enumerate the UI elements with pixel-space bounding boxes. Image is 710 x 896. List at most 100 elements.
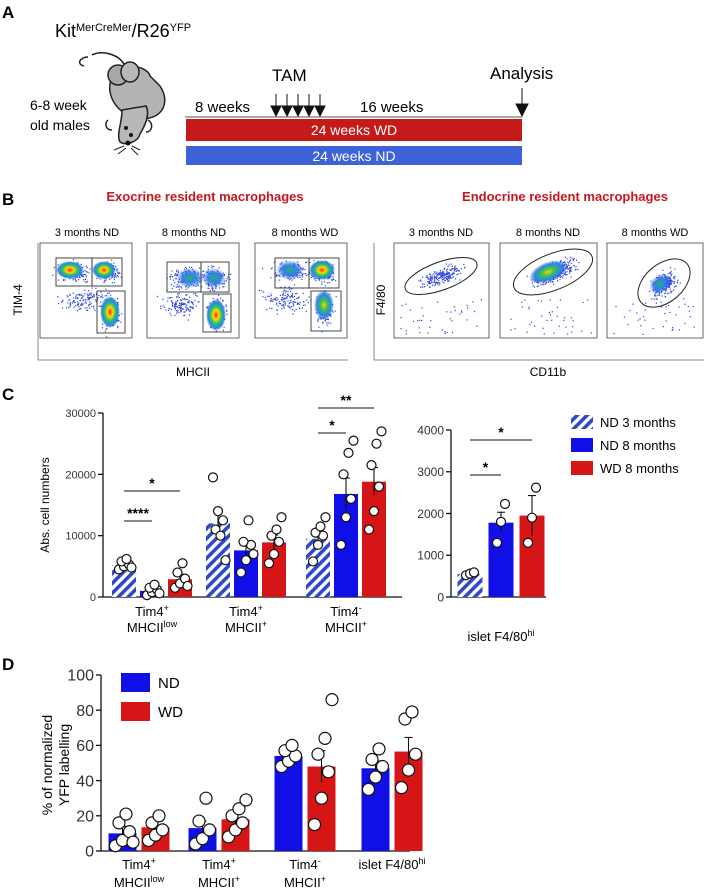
data-point: [366, 460, 377, 471]
endo-gates: [404, 248, 691, 308]
exocrine-title: Exocrine resident macrophages: [106, 189, 303, 204]
y-tick-label: 20000: [65, 469, 96, 481]
data-point: [325, 693, 339, 707]
data-point: [348, 435, 359, 446]
data-point: [321, 765, 336, 779]
data-point: [468, 567, 480, 578]
category-label-line1: Tim4+: [135, 603, 169, 619]
data-point: [340, 512, 352, 523]
data-point: [361, 782, 376, 797]
exo-scatter-dots: [52, 259, 337, 338]
y-tick-label: 40: [76, 773, 94, 790]
data-point: [307, 817, 322, 832]
category-label-line2: MHCII+: [198, 874, 240, 890]
age-line-1: 6-8 week: [30, 97, 88, 113]
data-point: [268, 548, 280, 560]
data-point: [119, 807, 133, 821]
panel-b-label: B: [2, 190, 14, 209]
data-point: [318, 731, 332, 745]
panel-d-ylabel-2: YFP labelling: [56, 724, 72, 806]
data-point: [373, 481, 385, 492]
category-label-line1: Tim4+: [122, 856, 156, 872]
legend-swatch: [121, 702, 150, 721]
data-point: [315, 521, 326, 532]
data-point: [239, 793, 253, 807]
significance-label: *: [149, 475, 155, 491]
data-point: [238, 536, 249, 547]
data-point: [121, 553, 132, 565]
wd-bar-label: 24 weeks WD: [311, 122, 397, 138]
legend-c: ND 3 months ND 8 months WD 8 months: [571, 415, 679, 476]
weeks-after-label: 16 weeks: [360, 99, 423, 116]
data-point: [240, 555, 252, 566]
exo-xlabel: MHCII: [176, 365, 210, 379]
weeks-before-label: 8 weeks: [195, 99, 250, 116]
data-point: [195, 832, 210, 846]
data-point: [371, 438, 382, 449]
significance-label: ****: [127, 505, 149, 521]
tam-arrows: [270, 94, 326, 118]
exo-ylabel: TIM-4: [11, 284, 25, 316]
y-tick-label: 4000: [417, 423, 444, 437]
data-point: [263, 558, 275, 569]
data-point: [182, 580, 193, 592]
nd-bar: [186, 146, 522, 165]
data-point: [376, 426, 387, 437]
category-label-line1: Tim4+: [202, 856, 236, 872]
endo-ylabel: F4/80: [374, 284, 388, 315]
legend-swatch: [571, 461, 593, 475]
endocrine-title: Endocrine resident macrophages: [462, 189, 668, 204]
category-label-line2: MHCIIlow: [114, 874, 165, 890]
data-point: [375, 759, 390, 774]
exo-plot-3: [254, 242, 348, 339]
chart-c-left: 0100002000030000Tim4+MHCIIlowTim4+MHCII+…: [65, 392, 402, 635]
exo-plot-2: [146, 242, 240, 339]
y-tick-label: 10000: [65, 531, 96, 543]
data-point: [235, 816, 250, 830]
category-label-line1: islet F4/80hi: [468, 628, 535, 644]
data-point: [491, 537, 503, 548]
data-point: [499, 498, 511, 509]
endo-plot-2-title: 8 months ND: [516, 227, 580, 239]
data-point: [335, 539, 347, 550]
legend-label: WD: [158, 704, 183, 721]
data-point: [372, 742, 386, 756]
data-point: [155, 823, 170, 837]
category-label-line2: MHCII+: [284, 874, 326, 890]
y-tick-label: 20: [76, 809, 94, 826]
y-tick-label: 1000: [417, 549, 444, 563]
data-point: [401, 763, 416, 777]
endo-plot-2: [499, 242, 598, 339]
data-point: [177, 558, 188, 569]
panel-d-ylabel-1: % of normalized: [39, 715, 55, 815]
data-point: [212, 506, 224, 517]
data-point: [215, 530, 226, 541]
legend-swatch: [571, 415, 593, 429]
endo-xlabel: CD11b: [530, 365, 567, 379]
category-label-line1: islet F4/80hi: [359, 856, 426, 872]
data-point: [273, 536, 285, 547]
endo-scatter-dots: [400, 256, 695, 335]
nd-bar-label: 24 weeks ND: [312, 148, 395, 164]
category-label-line1: Tim4-: [330, 603, 361, 619]
data-point: [368, 506, 380, 517]
data-point: [232, 802, 246, 816]
data-point: [126, 835, 140, 849]
data-point: [152, 809, 166, 823]
exo-plot-1-title: 3 months ND: [55, 227, 119, 239]
data-point: [126, 562, 137, 573]
data-point: [235, 567, 247, 578]
data-point: [276, 512, 287, 523]
data-point: [526, 512, 538, 523]
bar-nd-8-months: [488, 522, 514, 597]
data-point: [199, 791, 213, 805]
endo-plot-1-title: 3 months ND: [409, 227, 473, 239]
exo-gates: [55, 257, 342, 334]
legend-label: ND: [158, 675, 180, 692]
data-point: [338, 469, 349, 480]
significance-label: **: [341, 392, 352, 408]
y-tick-label: 2000: [417, 507, 444, 521]
category-label-line1: Tim4+: [229, 603, 263, 619]
data-point: [271, 524, 282, 535]
data-point: [248, 548, 259, 560]
